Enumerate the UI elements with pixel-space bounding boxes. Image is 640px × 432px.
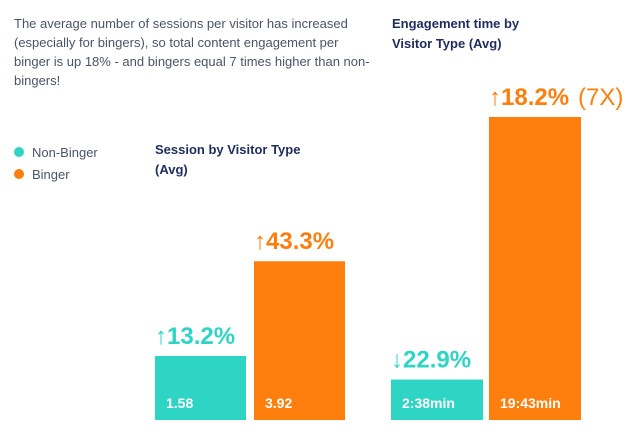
legend-item-non-binger: Non-Binger [14, 141, 98, 163]
chart-title-engagement: Engagement time by Visitor Type (Avg) [392, 16, 520, 51]
change-label-engagement-non-binger: ↓22.9% [391, 347, 471, 374]
change-label-engagement-binger: ↑18.2% [489, 84, 569, 111]
bar-engagement-non-binger [391, 379, 483, 420]
legend-label-binger: Binger [32, 166, 70, 182]
bar-value-engagement-binger: 19:43min [500, 395, 561, 411]
legend-item-binger: Binger [14, 163, 98, 185]
bar-sessions-binger [254, 261, 345, 420]
bar-engagement-binger [489, 117, 581, 420]
legend-label-non-binger: Non-Binger [32, 144, 98, 160]
change-label-sessions-binger: ↑43.3% [254, 228, 334, 255]
legend-swatch-binger [14, 169, 24, 179]
note-label-engagement-binger: (7X) [578, 84, 623, 111]
chart-title-sessions: Session by Visitor Type (Avg) [155, 142, 301, 177]
intro-text: The average number of sessions per visit… [14, 16, 370, 88]
bar-sessions-non-binger [155, 356, 246, 420]
legend: Non-Binger Binger [14, 141, 98, 185]
bar-value-sessions-binger: 3.92 [265, 395, 292, 411]
bar-value-sessions-non-binger: 1.58 [166, 395, 193, 411]
bar-value-engagement-non-binger: 2:38min [402, 395, 455, 411]
legend-swatch-non-binger [14, 147, 24, 157]
change-label-sessions-non-binger: ↑13.2% [155, 323, 235, 350]
